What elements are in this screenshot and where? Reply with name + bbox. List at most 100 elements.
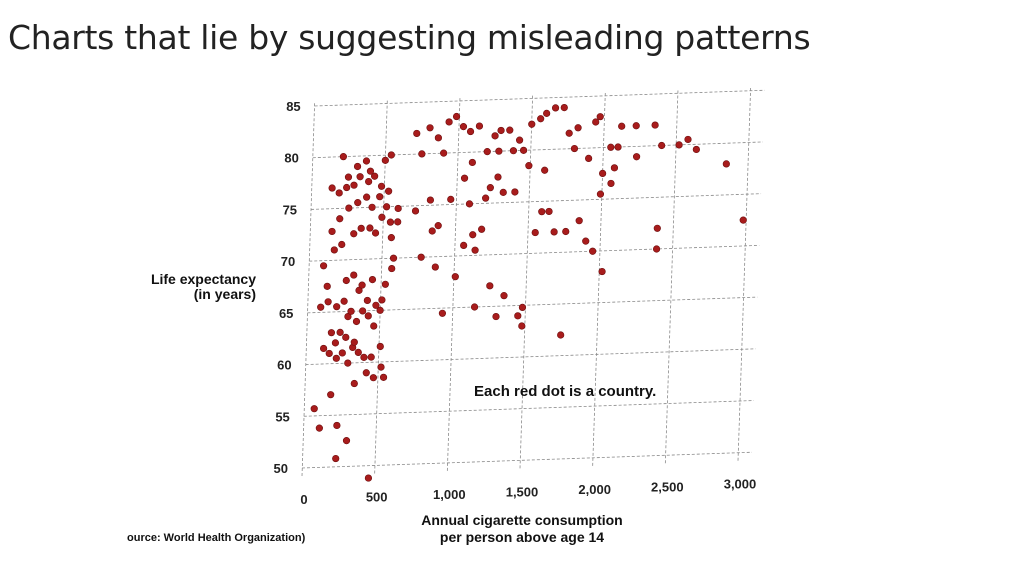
data-point bbox=[377, 363, 385, 371]
data-point bbox=[483, 148, 491, 156]
data-point bbox=[364, 474, 373, 482]
data-point bbox=[387, 234, 395, 242]
data-point bbox=[372, 301, 380, 309]
data-point bbox=[459, 123, 468, 131]
data-point bbox=[722, 160, 730, 168]
data-point bbox=[357, 224, 365, 232]
data-point bbox=[426, 196, 435, 204]
data-point bbox=[324, 298, 332, 306]
data-point bbox=[460, 241, 468, 250]
data-point bbox=[434, 134, 442, 142]
data-point bbox=[466, 127, 475, 136]
data-point bbox=[319, 262, 328, 270]
data-point bbox=[376, 306, 384, 314]
chart-source: ource: World Health Organization) bbox=[127, 532, 306, 544]
data-point bbox=[451, 273, 459, 281]
data-point bbox=[325, 349, 333, 358]
data-point bbox=[525, 162, 533, 170]
x-axis-label-line2: per person above age 14 bbox=[440, 529, 604, 545]
data-point bbox=[347, 307, 355, 315]
grid-line-x-3 bbox=[519, 94, 534, 469]
data-point bbox=[596, 113, 604, 121]
y-tick-label: 70 bbox=[281, 254, 295, 269]
data-point bbox=[514, 312, 522, 320]
data-point bbox=[519, 146, 528, 154]
data-point bbox=[452, 112, 461, 121]
data-point bbox=[358, 281, 366, 289]
data-point bbox=[518, 303, 527, 311]
data-point bbox=[518, 322, 526, 330]
data-point bbox=[387, 151, 395, 159]
data-point bbox=[537, 115, 545, 123]
y-axis-label-line2: (in years) bbox=[194, 286, 256, 302]
data-point bbox=[438, 309, 447, 317]
data-point bbox=[471, 246, 479, 254]
data-point bbox=[495, 147, 503, 155]
data-point bbox=[653, 224, 661, 232]
data-point bbox=[328, 184, 336, 192]
data-point bbox=[614, 143, 622, 151]
data-point bbox=[344, 313, 352, 321]
data-point bbox=[475, 122, 484, 130]
data-point bbox=[354, 199, 362, 207]
data-point bbox=[497, 126, 505, 135]
data-point bbox=[394, 204, 402, 213]
data-point bbox=[618, 122, 626, 130]
data-point bbox=[342, 333, 350, 341]
data-point bbox=[632, 153, 641, 161]
data-point bbox=[470, 303, 479, 311]
data-point bbox=[482, 194, 490, 202]
data-point bbox=[596, 190, 605, 198]
data-point bbox=[365, 177, 373, 186]
data-point bbox=[323, 282, 331, 290]
x-axis-label-line1: Annual cigarette consumption bbox=[421, 512, 622, 528]
grid-line-x-4 bbox=[592, 91, 606, 466]
y-axis-label-line1: Life expectancy bbox=[151, 271, 256, 287]
data-point bbox=[310, 405, 318, 413]
data-point bbox=[389, 254, 398, 262]
data-point bbox=[369, 374, 377, 382]
data-point bbox=[592, 118, 600, 126]
data-point bbox=[363, 296, 371, 305]
slide-title: Charts that lie by suggesting misleading… bbox=[8, 18, 811, 57]
grid-line-x-5 bbox=[664, 89, 679, 464]
data-point bbox=[344, 173, 353, 181]
chart-annotation: Each red dot is a country. bbox=[474, 383, 656, 400]
data-point bbox=[383, 203, 391, 211]
data-point bbox=[385, 187, 393, 195]
data-point bbox=[330, 246, 338, 254]
data-point bbox=[353, 162, 362, 171]
data-point bbox=[336, 328, 344, 336]
data-point bbox=[528, 120, 536, 128]
data-point bbox=[418, 150, 426, 158]
data-point bbox=[506, 126, 514, 134]
data-point bbox=[368, 203, 376, 211]
data-point bbox=[692, 145, 700, 154]
data-point bbox=[350, 181, 358, 189]
data-point bbox=[362, 369, 370, 377]
data-point bbox=[327, 329, 336, 337]
data-point bbox=[515, 136, 524, 144]
data-point bbox=[344, 359, 352, 367]
data-point bbox=[486, 282, 494, 290]
data-point bbox=[447, 195, 455, 203]
data-point bbox=[440, 149, 448, 157]
data-point bbox=[350, 379, 358, 388]
data-point bbox=[684, 135, 692, 144]
grid-line-y-7 bbox=[314, 89, 765, 107]
data-point bbox=[363, 193, 371, 201]
data-point bbox=[370, 322, 378, 330]
data-point bbox=[494, 173, 502, 181]
data-point bbox=[545, 207, 553, 216]
data-point bbox=[338, 349, 346, 357]
data-point bbox=[376, 193, 384, 201]
data-point bbox=[355, 286, 363, 294]
data-point bbox=[607, 179, 615, 188]
data-point bbox=[486, 184, 494, 192]
data-point bbox=[333, 303, 341, 311]
data-point bbox=[509, 147, 518, 155]
data-point bbox=[336, 215, 344, 223]
data-point bbox=[332, 354, 340, 362]
data-points bbox=[310, 103, 747, 482]
x-tick-label: 2,000 bbox=[578, 482, 611, 497]
